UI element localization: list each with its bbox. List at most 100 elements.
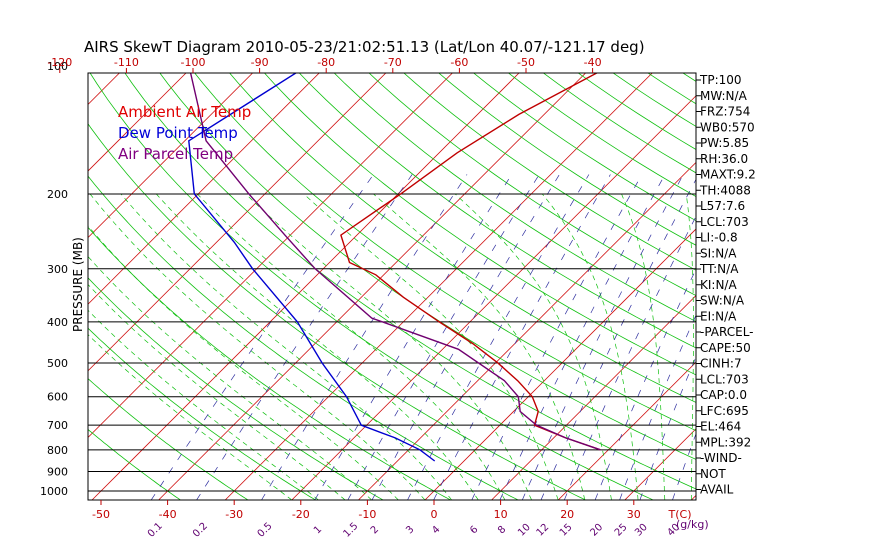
stat-label: CINH:7 bbox=[700, 357, 742, 371]
pressure-tick-label: 600 bbox=[47, 391, 68, 404]
dry-adiabat-line bbox=[88, 123, 586, 500]
dry-adiabat-line bbox=[438, 73, 696, 246]
stat-label: PW:5.85 bbox=[700, 136, 749, 150]
dry-adiabat-line bbox=[88, 428, 181, 500]
series-dew-point-temp bbox=[188, 73, 436, 462]
bottom-temp-tick-label: -50 bbox=[92, 508, 110, 521]
bottom-temp-tick-label: -10 bbox=[358, 508, 376, 521]
chart-title: AIRS SkewT Diagram 2010-05-23/21:02:51.1… bbox=[84, 38, 645, 56]
mixing-ratio-label: 3 bbox=[404, 524, 416, 536]
mixing-ratio-line bbox=[261, 174, 468, 500]
dry-adiabat-line bbox=[88, 378, 249, 500]
mixing-ratio-label: 4 bbox=[430, 524, 442, 536]
dry-adiabat-line bbox=[229, 73, 696, 403]
isotherm-line bbox=[88, 73, 320, 305]
isotherm-line bbox=[557, 361, 696, 500]
stat-label: LCL:703 bbox=[700, 372, 749, 386]
dry-adiabat-line bbox=[333, 73, 696, 322]
moist-adiabat-line bbox=[541, 193, 639, 500]
isotherm-line bbox=[88, 73, 387, 372]
mixing-ratio-label: 0.1 bbox=[146, 521, 165, 540]
top-temp-tick-label: -70 bbox=[384, 56, 402, 69]
mixing-unit-label: (g/kg) bbox=[676, 518, 709, 531]
dry-adiabat-line bbox=[124, 73, 696, 490]
isotherm-line bbox=[88, 73, 453, 438]
dry-adiabat-line bbox=[776, 66, 870, 500]
mixing-ratio-label: 2 bbox=[369, 524, 381, 536]
profile-lines bbox=[188, 73, 601, 462]
mixing-ratio-label: 6 bbox=[468, 524, 480, 536]
top-temp-tick-label: -50 bbox=[517, 56, 535, 69]
isotherm-line bbox=[291, 95, 696, 500]
moist-adiabat-line bbox=[120, 193, 452, 500]
pressure-tick-label: 200 bbox=[47, 188, 68, 201]
moist-adiabat-line bbox=[197, 193, 506, 500]
dry-adiabat-line bbox=[845, 66, 870, 500]
moist-adiabat-line bbox=[88, 283, 346, 500]
dry-adiabat-line bbox=[298, 73, 696, 349]
mixing-ratio-line bbox=[499, 174, 666, 500]
isotherm-line bbox=[91, 73, 520, 500]
legend-entry: Ambient Air Temp bbox=[118, 103, 251, 121]
isotherm-line bbox=[758, 57, 870, 500]
dry-adiabat-line bbox=[473, 73, 696, 222]
dry-adiabat-line bbox=[89, 73, 654, 500]
stat-label: L57:7.6 bbox=[700, 199, 745, 213]
pressure-tick-label: 900 bbox=[47, 466, 68, 479]
dry-adiabat-line bbox=[88, 327, 316, 500]
mixing-ratio-line bbox=[150, 174, 374, 500]
stat-label: CAP:0.0 bbox=[700, 388, 747, 402]
bottom-temp-tick-label: 0 bbox=[431, 508, 438, 521]
temp-unit-label: T(C) bbox=[668, 508, 692, 521]
stat-label: CAPE:50 bbox=[700, 341, 751, 355]
series-air-parcel-temp bbox=[189, 73, 601, 451]
top-temp-tick-label: -120 bbox=[47, 56, 72, 69]
mixing-ratio-label: 1 bbox=[312, 524, 324, 536]
top-temp-tick-label: -80 bbox=[317, 56, 335, 69]
stat-label: MAXT:9.2 bbox=[700, 168, 756, 182]
pressure-tick-label: 1000 bbox=[40, 485, 68, 498]
stat-label: AVAIL bbox=[700, 483, 734, 497]
pressure-tick-label: 400 bbox=[47, 316, 68, 329]
dry-adiabat-line bbox=[194, 73, 696, 432]
stat-label: MPL:392 bbox=[700, 435, 751, 449]
y-axis-label: PRESSURE (MB) bbox=[71, 237, 85, 332]
stat-label: MW:N/A bbox=[700, 89, 748, 103]
top-temp-tick-label: -60 bbox=[450, 56, 468, 69]
stat-label: SI:N/A bbox=[700, 246, 737, 260]
mixing-ratio-label: 15 bbox=[558, 522, 575, 539]
stat-label: LI:-0.8 bbox=[700, 231, 738, 245]
stat-label: TP:100 bbox=[699, 73, 742, 87]
moist-adiabat-line bbox=[89, 193, 426, 500]
pressure-tick-label: 700 bbox=[47, 419, 68, 432]
bottom-temp-tick-label: 10 bbox=[494, 508, 508, 521]
stat-label: FRZ:754 bbox=[700, 105, 750, 119]
pressure-tick-label: 300 bbox=[47, 263, 68, 276]
dry-adiabat-line bbox=[810, 66, 870, 500]
moist-adiabat-line bbox=[88, 334, 293, 500]
stat-label: EI:N/A bbox=[700, 309, 737, 323]
mixing-ratio-line bbox=[407, 174, 590, 500]
mixing-ratio-label: 12 bbox=[535, 522, 552, 539]
stat-label: NOT bbox=[700, 467, 726, 481]
stat-label: -WIND- bbox=[700, 451, 742, 465]
top-temp-tick-label: -100 bbox=[181, 56, 206, 69]
isotherm-line bbox=[424, 228, 696, 500]
background-grid bbox=[0, 57, 870, 500]
isotherm-line bbox=[88, 73, 120, 105]
mixing-ratio-label: 0.2 bbox=[191, 521, 210, 540]
top-temp-tick-label: -40 bbox=[584, 56, 602, 69]
dry-adiabat-line bbox=[159, 73, 696, 460]
mixing-ratio-line bbox=[314, 174, 512, 500]
mixing-ratio-line bbox=[371, 174, 560, 500]
legend: Ambient Air Temp Dew Point Temp Air Parcel… bbox=[118, 103, 251, 163]
isotherm-line bbox=[0, 57, 3, 500]
bottom-temp-tick-label: -40 bbox=[159, 508, 177, 521]
moist-adiabat-line bbox=[88, 225, 399, 500]
stat-label: TH:4088 bbox=[699, 183, 751, 197]
mixing-ratio-label: 10 bbox=[516, 522, 533, 539]
isotherm-line bbox=[88, 73, 254, 239]
stat-label: TT:N/A bbox=[699, 262, 739, 276]
moist-adiabat-line bbox=[88, 256, 372, 500]
